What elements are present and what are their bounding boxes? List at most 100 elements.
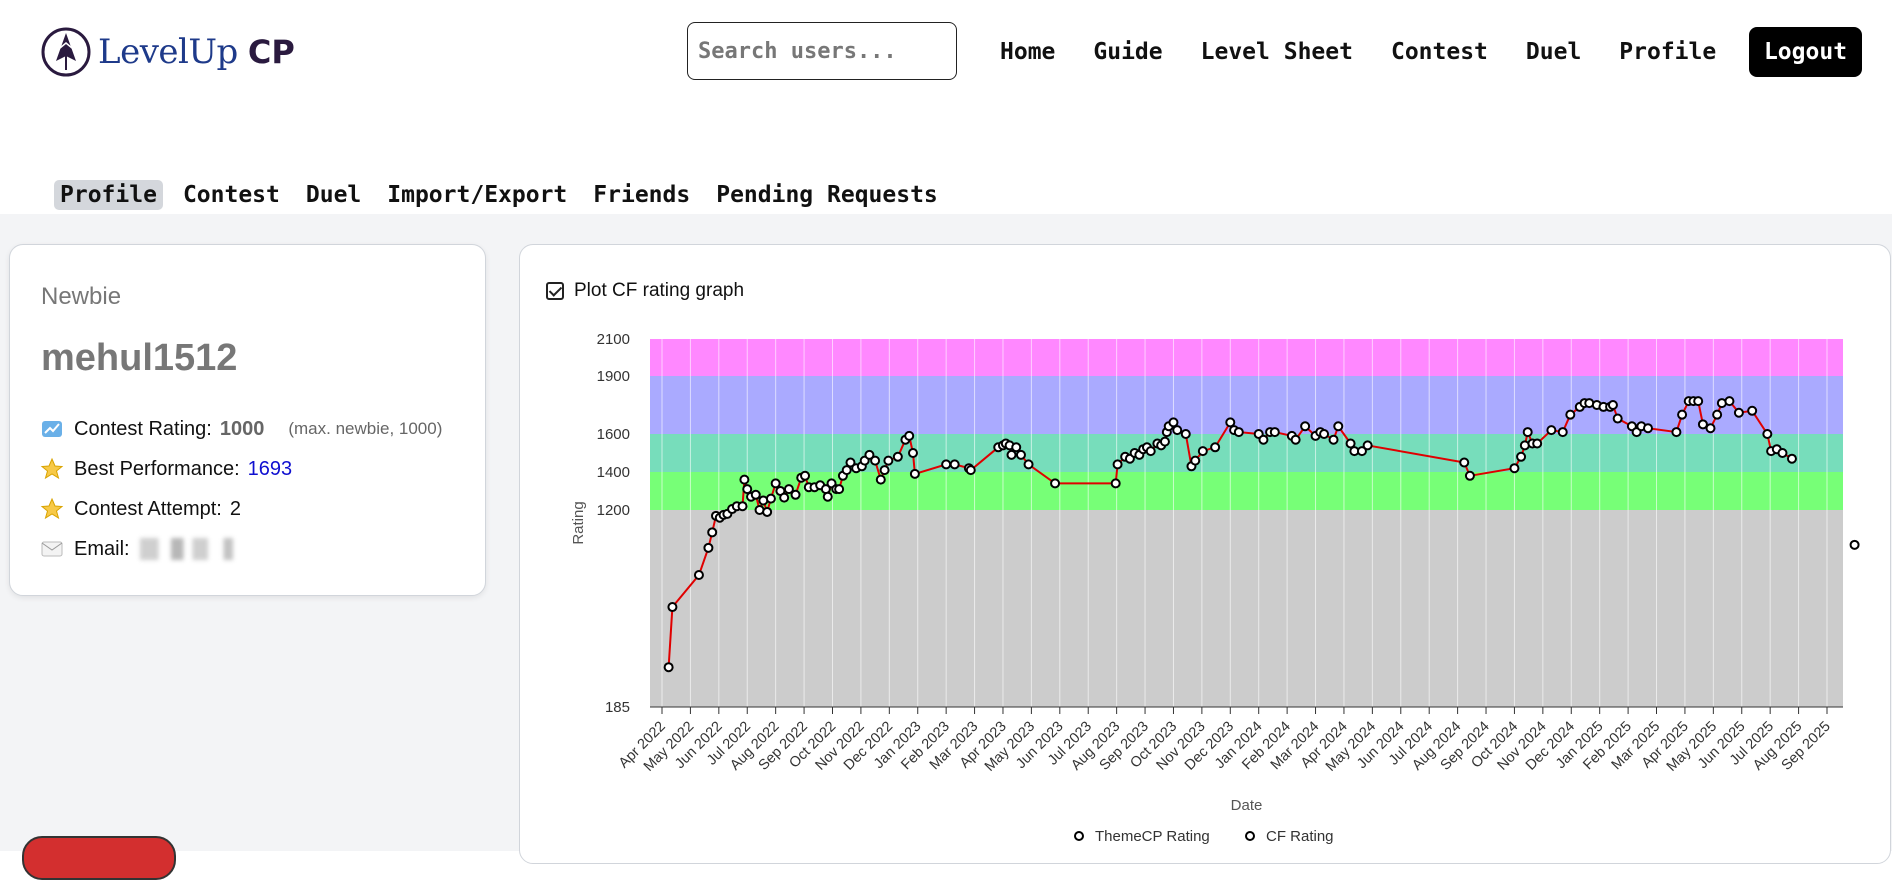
- cf-rating-point: [1269, 427, 1280, 438]
- star-icon: [40, 497, 64, 520]
- cf-rating-point: [739, 474, 750, 485]
- cf-rating-point: [1290, 434, 1301, 445]
- cf-rating-point: [693, 570, 704, 581]
- search-users-input[interactable]: [687, 22, 957, 80]
- cf-rating-point: [1110, 478, 1121, 489]
- cf-rating-point: [1023, 459, 1034, 470]
- cf-rating-point: [1464, 470, 1475, 481]
- y-tick-label: 1400: [597, 464, 630, 481]
- cf-rating-point: [703, 542, 714, 553]
- contest-attempt-label: Contest Attempt:: [74, 497, 222, 520]
- cf-rating-point: [904, 430, 915, 441]
- cf-rating-point: [1050, 478, 1061, 489]
- envelope-icon: [41, 541, 63, 557]
- cf-rating-point: [1011, 442, 1022, 453]
- profile-subnav: Profile Contest Duel Import/Export Frien…: [54, 180, 958, 210]
- cf-rating-point: [750, 489, 761, 500]
- cf-rating-point: [1006, 449, 1017, 460]
- legend-marker-cf: [1245, 831, 1255, 841]
- nav-contest[interactable]: Contest: [1390, 39, 1488, 65]
- red-action-button[interactable]: [22, 836, 176, 880]
- chart-icon: [42, 421, 62, 437]
- cf-rating-point: [1557, 427, 1568, 438]
- nav-profile[interactable]: Profile: [1619, 39, 1717, 65]
- logo-cp: CP: [247, 33, 295, 71]
- legend-label-themecp: ThemeCP Rating: [1095, 828, 1210, 845]
- nav-level-sheet[interactable]: Level Sheet: [1200, 39, 1353, 65]
- plot-cf-checkbox[interactable]: [546, 282, 564, 300]
- contest-rating-max: (max. newbie, 1000): [288, 419, 443, 438]
- site-logo[interactable]: LevelUp CP: [40, 26, 295, 78]
- cf-rating-point: [765, 493, 776, 504]
- tab-profile[interactable]: Profile: [54, 180, 163, 210]
- best-performance-row: Best Performance: 1693: [40, 457, 292, 481]
- legend-marker-themecp: [1074, 831, 1084, 841]
- y-tick-label: 1200: [597, 502, 630, 519]
- cf-rating-point: [1697, 419, 1708, 430]
- cf-rating-point: [834, 484, 845, 495]
- y-tick-label: 185: [605, 699, 630, 716]
- cf-rating-point: [1333, 421, 1344, 432]
- tab-pending-requests[interactable]: Pending Requests: [716, 182, 938, 208]
- logout-button[interactable]: Logout: [1749, 27, 1862, 77]
- cf-rating-point: [1705, 423, 1716, 434]
- cf-rating-point: [941, 459, 952, 470]
- cf-rating-point: [737, 501, 748, 512]
- cf-rating-point: [1356, 446, 1367, 457]
- cf-rating-point: [907, 448, 918, 458]
- nav-guide[interactable]: Guide: [1093, 39, 1163, 65]
- cf-rating-point: [1168, 417, 1179, 428]
- cf-rating-point: [1233, 427, 1244, 438]
- cf-rating-point: [1210, 442, 1221, 453]
- contest-attempt-value: 2: [229, 497, 241, 520]
- cf-rating-point: [742, 484, 753, 495]
- contest-rating-row: Contest Rating: 1000 (max. newbie, 1000): [40, 417, 442, 441]
- contest-rating-label: Contest Rating:: [74, 417, 212, 440]
- rating-band: [650, 434, 1843, 472]
- cf-rating-point: [1300, 421, 1311, 432]
- cf-rating-point: [1258, 434, 1269, 445]
- plot-cf-label: Plot CF rating graph: [574, 280, 745, 301]
- star-icon: [40, 457, 64, 480]
- cf-rating-point: [841, 465, 852, 476]
- cf-rating-point: [870, 455, 881, 466]
- tab-friends[interactable]: Friends: [593, 182, 691, 208]
- cf-rating-point: [1509, 463, 1520, 474]
- logo-text: LevelUp: [98, 32, 238, 72]
- cf-rating-point: [667, 602, 678, 613]
- themecp-rating-point: [1849, 539, 1860, 550]
- cf-rating-point: [875, 474, 886, 485]
- cf-rating-point: [1777, 448, 1788, 458]
- cf-rating-point: [864, 449, 875, 460]
- cf-rating-point: [1197, 446, 1208, 457]
- legend-label-cf: CF Rating: [1266, 828, 1334, 845]
- nav-duel[interactable]: Duel: [1525, 39, 1582, 65]
- x-axis-label: Date: [1231, 797, 1263, 814]
- profile-card: Newbie mehul1512 Contest Rating: 1000 (m…: [9, 244, 486, 596]
- y-tick-label: 2100: [597, 331, 630, 348]
- tab-contest[interactable]: Contest: [182, 182, 280, 208]
- nav-home[interactable]: Home: [1000, 39, 1056, 65]
- contest-attempt-row: Contest Attempt: 2: [40, 497, 241, 521]
- email-row: Email:: [40, 537, 450, 561]
- cf-rating-point: [1159, 436, 1170, 447]
- plot-cf-toggle[interactable]: Plot CF rating graph: [546, 280, 744, 302]
- cf-rating-point: [909, 468, 920, 479]
- tab-import-export[interactable]: Import/Export: [387, 182, 568, 208]
- cf-rating-point: [1225, 417, 1236, 428]
- cf-rating-point: [1546, 425, 1557, 436]
- y-tick-label: 1900: [597, 368, 630, 385]
- cf-rating-point: [1328, 434, 1339, 445]
- cf-rating-point: [883, 455, 894, 466]
- cf-rating-point: [783, 484, 794, 495]
- cf-rating-point: [1362, 440, 1373, 451]
- cf-rating-point: [770, 478, 781, 489]
- cf-rating-point: [1612, 413, 1623, 424]
- cf-rating-point: [879, 465, 890, 476]
- rank-title: Newbie: [41, 283, 122, 310]
- cf-rating-point: [1677, 409, 1688, 420]
- tab-duel[interactable]: Duel: [305, 182, 362, 208]
- cf-rating-point: [1712, 409, 1723, 420]
